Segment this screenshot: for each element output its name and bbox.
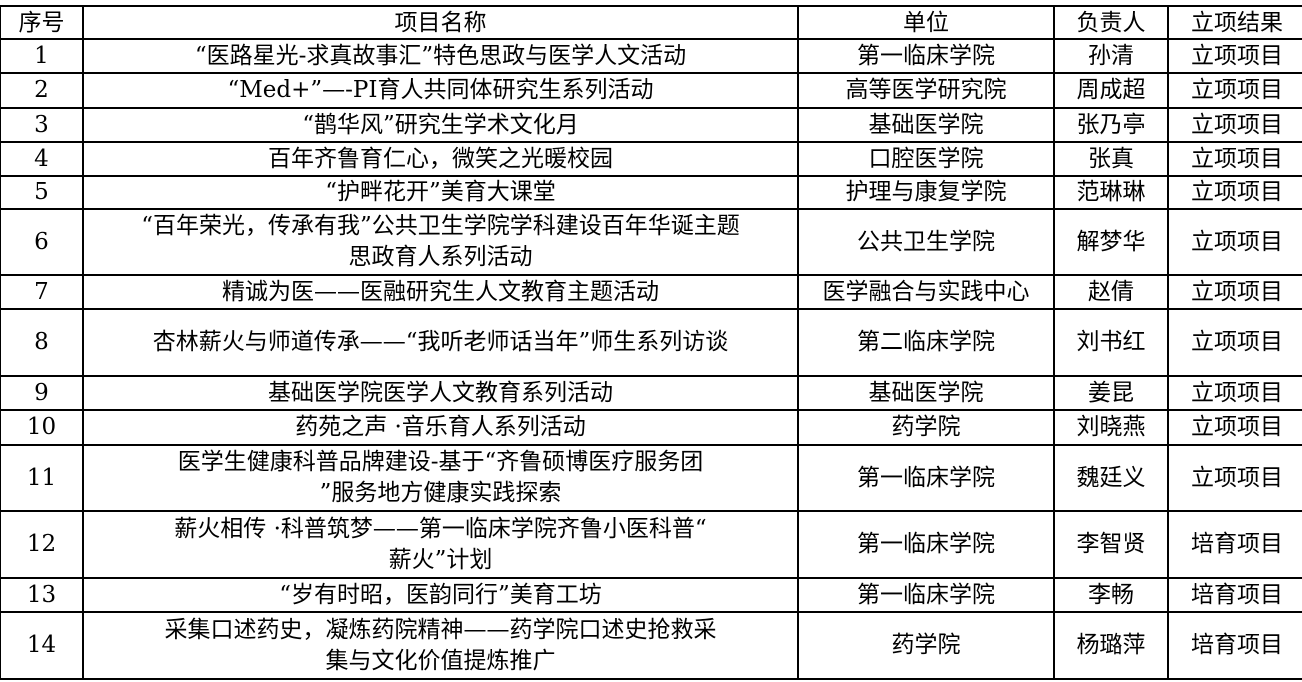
cell-result: 立项项目 [1167,274,1302,310]
table-row: 2 “Med+”—-PI育人共同体研究生系列活动 高等医学研究院 周成超 立项项目 [0,72,1302,109]
cell-result: 立项项目 [1167,375,1302,411]
cell-result: 立项项目 [1167,175,1302,210]
cell-no: 13 [0,577,84,613]
cell-leader: 李智贤 [1053,510,1169,579]
cell-name: “岁有时昭，医韵同行”美育工坊 [82,577,799,613]
header-row: 序号 项目名称 单位 负责人 立项结果 [0,5,1302,40]
table-row: 13 “岁有时昭，医韵同行”美育工坊 第一临床学院 李畅 培育项目 [0,577,1302,613]
cell-result: 立项项目 [1167,141,1302,177]
table-row: 5 “护畔花开”美育大课堂 护理与康复学院 范琳琳 立项项目 [0,175,1302,210]
cell-name: “Med+”—-PI育人共同体研究生系列活动 [82,72,799,109]
cell-unit: 药学院 [797,409,1055,446]
table-row: 10 药苑之声 ·音乐育人系列活动 药学院 刘晓燕 立项项目 [0,409,1302,446]
cell-result: 培育项目 [1167,611,1302,680]
table-row: 12 薪火相传 ·科普筑梦——第一临床学院齐鲁小医科普“ 薪火”计划 第一临床学院李… [0,510,1302,579]
table-row: 7 精诚为医——医融研究生人文教育主题活动 医学融合与实践中心 赵倩 立项项目 [0,274,1302,310]
cell-no: 2 [0,72,84,109]
cell-leader: 张真 [1053,141,1169,177]
cell-name: 采集口述药史，凝炼药院精神——药学院口述史抢救采 集与文化价值提炼推广 [82,611,799,680]
cell-leader: 李畅 [1053,577,1169,613]
header-no: 序号 [0,5,84,40]
cell-result: 培育项目 [1167,577,1302,613]
cell-unit: 医学融合与实践中心 [797,274,1055,310]
cell-unit: 护理与康复学院 [797,175,1055,210]
cell-no: 9 [0,375,84,411]
header-leader: 负责人 [1053,5,1169,40]
cell-name: 医学生健康科普品牌建设-基于“齐鲁硕博医疗服务团 ”服务地方健康实践探索 [82,444,799,512]
table-row: 11 医学生健康科普品牌建设-基于“齐鲁硕博医疗服务团 ”服务地方健康实践探索 第一… [0,444,1302,512]
table-row: 6 “百年荣光，传承有我”公共卫生学院学科建设百年华诞主题 思政育人系列活动 公共卫… [0,208,1302,276]
cell-result: 立项项目 [1167,308,1302,377]
cell-no: 11 [0,444,84,512]
cell-name: “医路星光-求真故事汇”特色思政与医学人文活动 [82,38,799,74]
cell-name: 精诚为医——医融研究生人文教育主题活动 [82,274,799,310]
cell-name: “百年荣光，传承有我”公共卫生学院学科建设百年华诞主题 思政育人系列活动 [82,208,799,276]
cell-leader: 范琳琳 [1053,175,1169,210]
header-unit: 单位 [797,5,1055,40]
cell-unit: 基础医学院 [797,107,1055,143]
cell-no: 6 [0,208,84,276]
cell-unit: 第一临床学院 [797,444,1055,512]
table-row: 8 杏林薪火与师道传承——“我听老师话当年”师生系列访谈 第二临床学院 刘书红 立项项目 [0,308,1302,377]
cell-unit: 第一临床学院 [797,38,1055,74]
cell-name: 基础医学院医学人文教育系列活动 [82,375,799,411]
cell-unit: 口腔医学院 [797,141,1055,177]
cell-leader: 张乃亭 [1053,107,1169,143]
cell-leader: 杨璐萍 [1053,611,1169,680]
cell-no: 12 [0,510,84,579]
cell-leader: 刘晓燕 [1053,409,1169,446]
cell-no: 10 [0,409,84,446]
cell-no: 7 [0,274,84,310]
cell-leader: 解梦华 [1053,208,1169,276]
cell-name: 百年齐鲁育仁心，微笑之光暖校园 [82,141,799,177]
cell-leader: 孙清 [1053,38,1169,74]
cell-name: 薪火相传 ·科普筑梦——第一临床学院齐鲁小医科普“ 薪火”计划 [82,510,799,579]
cell-result: 立项项目 [1167,38,1302,74]
cell-no: 3 [0,107,84,143]
cell-result: 立项项目 [1167,208,1302,276]
cell-no: 14 [0,611,84,680]
cell-no: 1 [0,38,84,74]
table-row: 4 百年齐鲁育仁心，微笑之光暖校园 口腔医学院 张真 立项项目 [0,141,1302,177]
cell-no: 8 [0,308,84,377]
cell-no: 5 [0,175,84,210]
cell-leader: 姜昆 [1053,375,1169,411]
cell-unit: 第一临床学院 [797,510,1055,579]
cell-result: 立项项目 [1167,444,1302,512]
cell-result: 立项项目 [1167,72,1302,109]
header-name: 项目名称 [82,5,799,40]
cell-unit: 药学院 [797,611,1055,680]
cell-result: 立项项目 [1167,409,1302,446]
cell-leader: 刘书红 [1053,308,1169,377]
table-row: 9 基础医学院医学人文教育系列活动 基础医学院 姜昆 立项项目 [0,375,1302,411]
cell-leader: 赵倩 [1053,274,1169,310]
cell-leader: 周成超 [1053,72,1169,109]
table-row: 14 采集口述药史，凝炼药院精神——药学院口述史抢救采 集与文化价值提炼推广 药学院… [0,611,1302,680]
cell-unit: 第一临床学院 [797,577,1055,613]
cell-name: “护畔花开”美育大课堂 [82,175,799,210]
table-row: 1 “医路星光-求真故事汇”特色思政与医学人文活动 第一临床学院 孙清 立项项目 [0,38,1302,74]
header-result: 立项结果 [1167,5,1302,40]
cell-no: 4 [0,141,84,177]
cell-unit: 公共卫生学院 [797,208,1055,276]
cell-result: 培育项目 [1167,510,1302,579]
table-row: 3 “鹊华风”研究生学术文化月 基础医学院 张乃亭 立项项目 [0,107,1302,143]
cell-name: “鹊华风”研究生学术文化月 [82,107,799,143]
cell-result: 立项项目 [1167,107,1302,143]
cell-unit: 第二临床学院 [797,308,1055,377]
cell-name: 杏林薪火与师道传承——“我听老师话当年”师生系列访谈 [82,308,799,377]
project-table: 序号 项目名称 单位 负责人 立项结果 1 “医路星光-求真故事汇”特色思政与医学… [0,5,1302,680]
cell-unit: 高等医学研究院 [797,72,1055,109]
cell-unit: 基础医学院 [797,375,1055,411]
cell-name: 药苑之声 ·音乐育人系列活动 [82,409,799,446]
cell-leader: 魏廷义 [1053,444,1169,512]
